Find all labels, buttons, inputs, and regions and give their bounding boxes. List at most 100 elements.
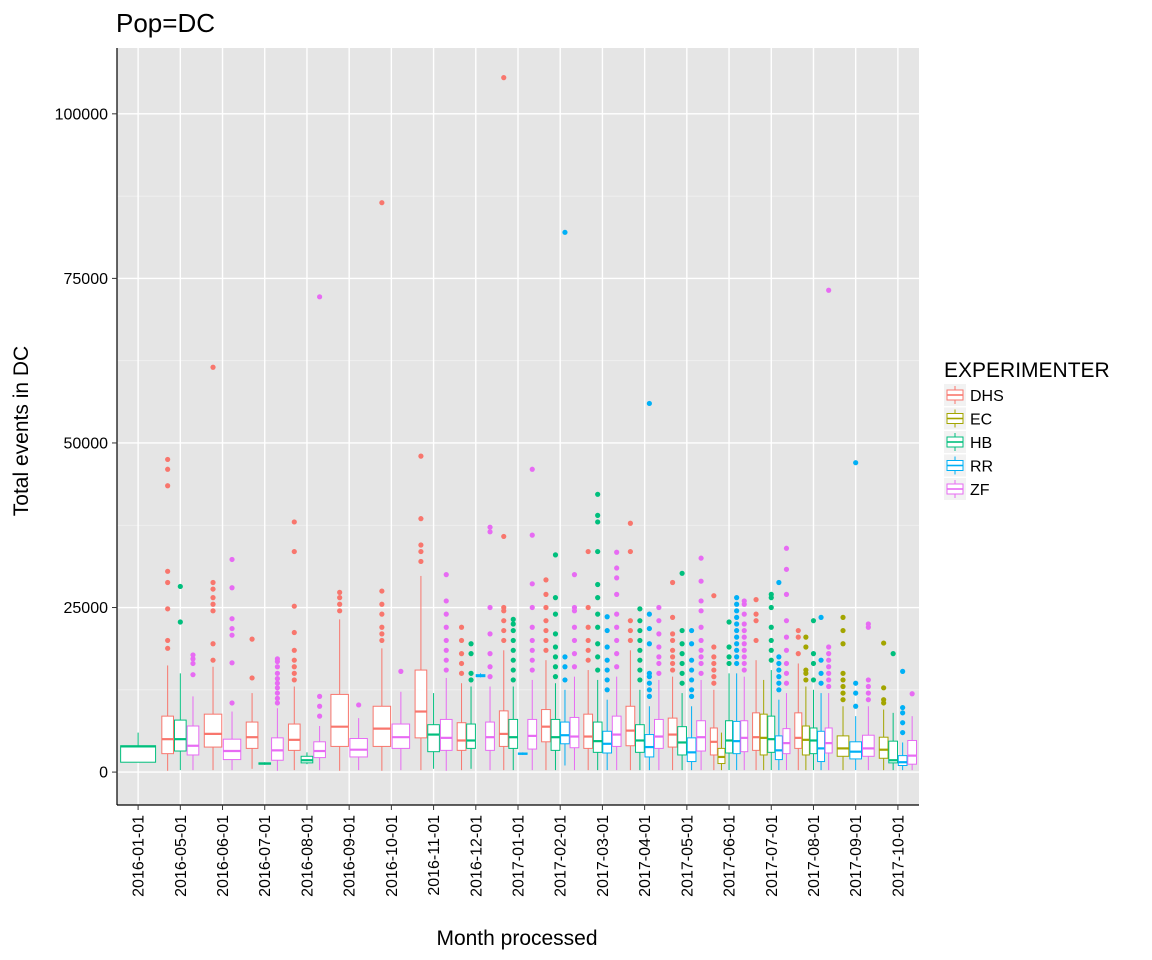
outlier-point: [501, 627, 507, 634]
outlier-point: [637, 657, 643, 663]
outlier-point: [614, 624, 620, 630]
outlier-point: [656, 604, 662, 611]
box-2017-08-01-HB: [809, 618, 818, 771]
outlier-point: [783, 634, 790, 640]
outlier-point: [543, 647, 549, 653]
outlier-point: [646, 670, 652, 676]
x-tick-label: 2017-02-01: [553, 815, 570, 897]
outlier-point: [552, 674, 559, 680]
box-iqr: [696, 720, 706, 752]
box-2017-07-01-ZF: [782, 545, 791, 771]
outlier-point: [317, 713, 323, 719]
y-tick-label: 0: [99, 765, 108, 782]
outlier-point: [698, 670, 704, 676]
outlier-point: [818, 614, 824, 620]
legend-label: RR: [970, 459, 993, 476]
outlier-point: [783, 670, 790, 676]
box-iqr: [740, 720, 749, 753]
x-tick-label: 2017-04-01: [637, 815, 654, 897]
outlier-point: [595, 512, 601, 518]
box-2017-02-01-RR: [560, 229, 570, 766]
outlier-point: [543, 604, 549, 611]
outlier-point: [826, 651, 832, 657]
outlier-point: [274, 690, 280, 696]
outlier-point: [165, 606, 171, 612]
outlier-point: [646, 611, 652, 617]
outlier-point: [810, 651, 817, 657]
outlier-point: [614, 565, 620, 571]
box-2017-01-01-ZF: [527, 466, 538, 771]
outlier-point: [604, 627, 610, 634]
outlier-point: [595, 491, 601, 497]
box-2016-05-01-DHS: [161, 456, 174, 771]
outlier-point: [741, 647, 747, 653]
outlier-point: [585, 604, 591, 611]
x-tick-label: 2017-05-01: [679, 815, 696, 897]
outlier-point: [865, 697, 871, 703]
box-2017-05-01-HB: [677, 570, 687, 771]
outlier-point: [688, 657, 695, 663]
box-2016-07-01-DHS: [245, 636, 259, 769]
outlier-point: [337, 589, 343, 595]
outlier-point: [443, 657, 449, 663]
outlier-point: [274, 676, 280, 682]
box-2017-04-01-RR: [644, 400, 655, 771]
box-2016-09-01-ZF: [349, 702, 368, 771]
outlier-point: [741, 641, 747, 647]
outlier-point: [458, 670, 465, 676]
outlier-point: [274, 700, 280, 706]
y-tick-label: 75000: [64, 271, 109, 288]
outlier-point: [543, 591, 549, 597]
outlier-point: [688, 627, 695, 634]
box-2017-07-01-HB: [767, 591, 776, 771]
outlier-point: [210, 601, 216, 607]
outlier-point: [418, 453, 424, 459]
box-iqr: [759, 713, 768, 756]
box-iqr: [245, 721, 259, 749]
outlier-point: [679, 641, 685, 647]
outlier-point: [552, 552, 559, 558]
outlier-point: [637, 647, 643, 653]
outlier-point: [614, 549, 620, 555]
outlier-point: [646, 687, 652, 693]
box-2016-05-01-ZF: [186, 652, 200, 771]
box-iqr: [677, 726, 687, 756]
outlier-point: [210, 608, 216, 614]
outlier-point: [840, 614, 846, 620]
outlier-point: [274, 695, 280, 701]
outlier-point: [688, 687, 695, 693]
outlier-point: [818, 680, 824, 686]
outlier-point: [595, 624, 601, 630]
outlier-point: [734, 621, 740, 627]
outlier-point: [595, 595, 601, 601]
outlier-point: [501, 604, 507, 611]
outlier-point: [753, 597, 759, 603]
outlier-point: [552, 644, 559, 650]
outlier-point: [688, 641, 695, 647]
outlier-point: [679, 680, 685, 686]
outlier-point: [768, 637, 774, 644]
outlier-point: [783, 545, 790, 551]
outlier-point: [741, 598, 747, 604]
box-2016-05-01-HB: [173, 583, 187, 771]
legend-title: EXPERIMENTER: [944, 359, 1110, 382]
outlier-point: [679, 627, 685, 634]
outlier-point: [190, 672, 196, 678]
box-iqr: [120, 745, 157, 763]
outlier-point: [698, 598, 704, 604]
box-iqr: [767, 715, 776, 753]
outlier-point: [291, 670, 297, 676]
outlier-point: [679, 570, 685, 576]
outlier-point: [571, 637, 578, 644]
outlier-point: [379, 611, 385, 617]
box-iqr: [752, 712, 761, 751]
outlier-point: [274, 680, 280, 686]
outlier-point: [656, 654, 662, 660]
box-iqr: [625, 705, 636, 747]
outlier-point: [656, 644, 662, 650]
outlier-point: [210, 579, 216, 586]
outlier-point: [595, 548, 601, 555]
box-iqr: [287, 723, 301, 751]
outlier-point: [656, 631, 662, 637]
box-iqr: [611, 715, 622, 747]
